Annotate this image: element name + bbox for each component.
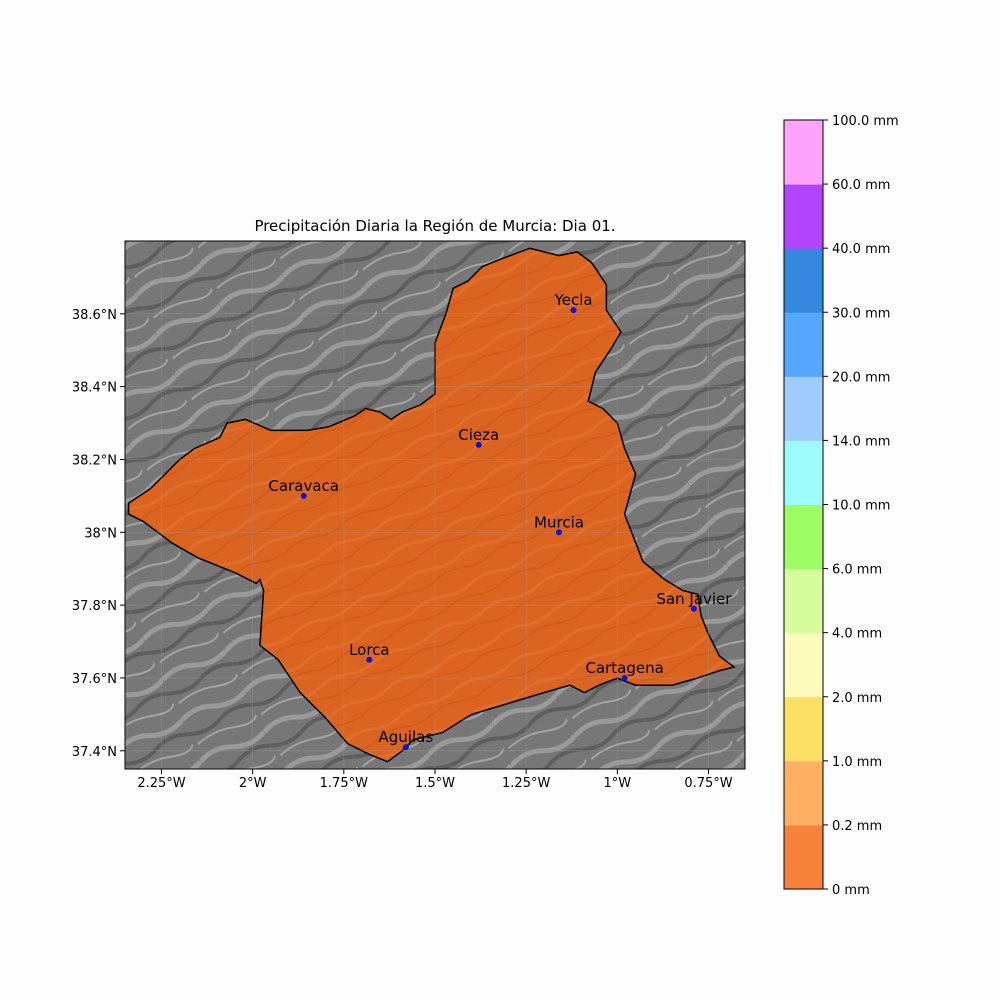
colorbar-tick-label: 20.0 mm: [832, 370, 890, 385]
colorbar-tick-label: 10.0 mm: [832, 499, 890, 514]
colorbar-segment: [784, 568, 823, 634]
lon-tick-label: 2.25°W: [137, 776, 185, 791]
colorbar-segment: [784, 376, 823, 441]
city-marker: [366, 656, 373, 663]
city-marker: [621, 674, 628, 681]
colorbar-segment: [784, 440, 823, 505]
colorbar-segment: [784, 312, 823, 377]
colorbar-tick-label: 40.0 mm: [832, 242, 890, 257]
colorbar-tick-label: 14.0 mm: [832, 434, 890, 449]
city-marker: [475, 441, 482, 448]
colorbar-tick-label: 60.0 mm: [832, 178, 890, 193]
city-marker: [690, 605, 697, 612]
city-label: San Javier: [656, 590, 732, 608]
murcia-region: [127, 247, 736, 763]
lon-tick-label: 2°W: [239, 776, 267, 791]
colorbar-segment: [784, 184, 823, 249]
colorbar-segment: [784, 824, 823, 890]
lon-tick-label: 1°W: [604, 776, 632, 791]
lat-tick-label: 37.8°N: [72, 599, 117, 614]
lat-tick-label: 38.6°N: [72, 308, 117, 323]
colorbar-top-label: 100.0 mm: [832, 114, 899, 129]
lon-tick-label: 0.75°W: [684, 776, 732, 791]
lat-tick-label: 38.2°N: [72, 453, 117, 468]
city-label: Cieza: [458, 426, 499, 444]
colorbar-segment: [784, 248, 823, 313]
colorbar-segment: [784, 632, 823, 698]
city-marker: [402, 744, 409, 751]
colorbar-tick-label: 30.0 mm: [832, 306, 890, 321]
colorbar-tick-label: 1.0 mm: [832, 755, 882, 770]
lat-tick-label: 38.4°N: [72, 381, 117, 396]
lon-tick-label: 1.25°W: [502, 776, 550, 791]
lat-tick-label: 37.4°N: [72, 745, 117, 760]
city-label: Yecla: [554, 291, 593, 309]
city-label: Murcia: [534, 513, 584, 531]
colorbar-segment: [784, 504, 823, 570]
colorbar-tick-label: 0.2 mm: [832, 819, 882, 834]
city-label: Aguilas: [379, 728, 434, 746]
colorbar-segment: [784, 120, 823, 185]
city-marker: [556, 529, 562, 536]
colorbar-tick-label: 6.0 mm: [832, 563, 882, 578]
city-label: Lorca: [349, 641, 390, 659]
colorbar-tick-label: 4.0 mm: [832, 627, 882, 642]
map-title: Precipitación Diaria la Región de Murcia…: [254, 217, 616, 235]
lat-tick-label: 38°N: [84, 526, 117, 541]
colorbar-tick-label: 2.0 mm: [832, 691, 882, 706]
lat-tick-label: 37.6°N: [72, 672, 117, 687]
colorbar-frame: [783, 119, 824, 890]
city-label: Caravaca: [268, 477, 339, 495]
colorbar-tick-label: 0 mm: [832, 883, 870, 898]
city-marker: [570, 307, 577, 314]
lon-tick-label: 1.75°W: [320, 776, 368, 791]
lon-tick-label: 1.5°W: [415, 776, 455, 791]
colorbar-segment: [784, 696, 823, 762]
city-marker: [300, 492, 307, 499]
colorbar-segment: [784, 760, 823, 826]
city-label: Cartagena: [585, 659, 663, 677]
